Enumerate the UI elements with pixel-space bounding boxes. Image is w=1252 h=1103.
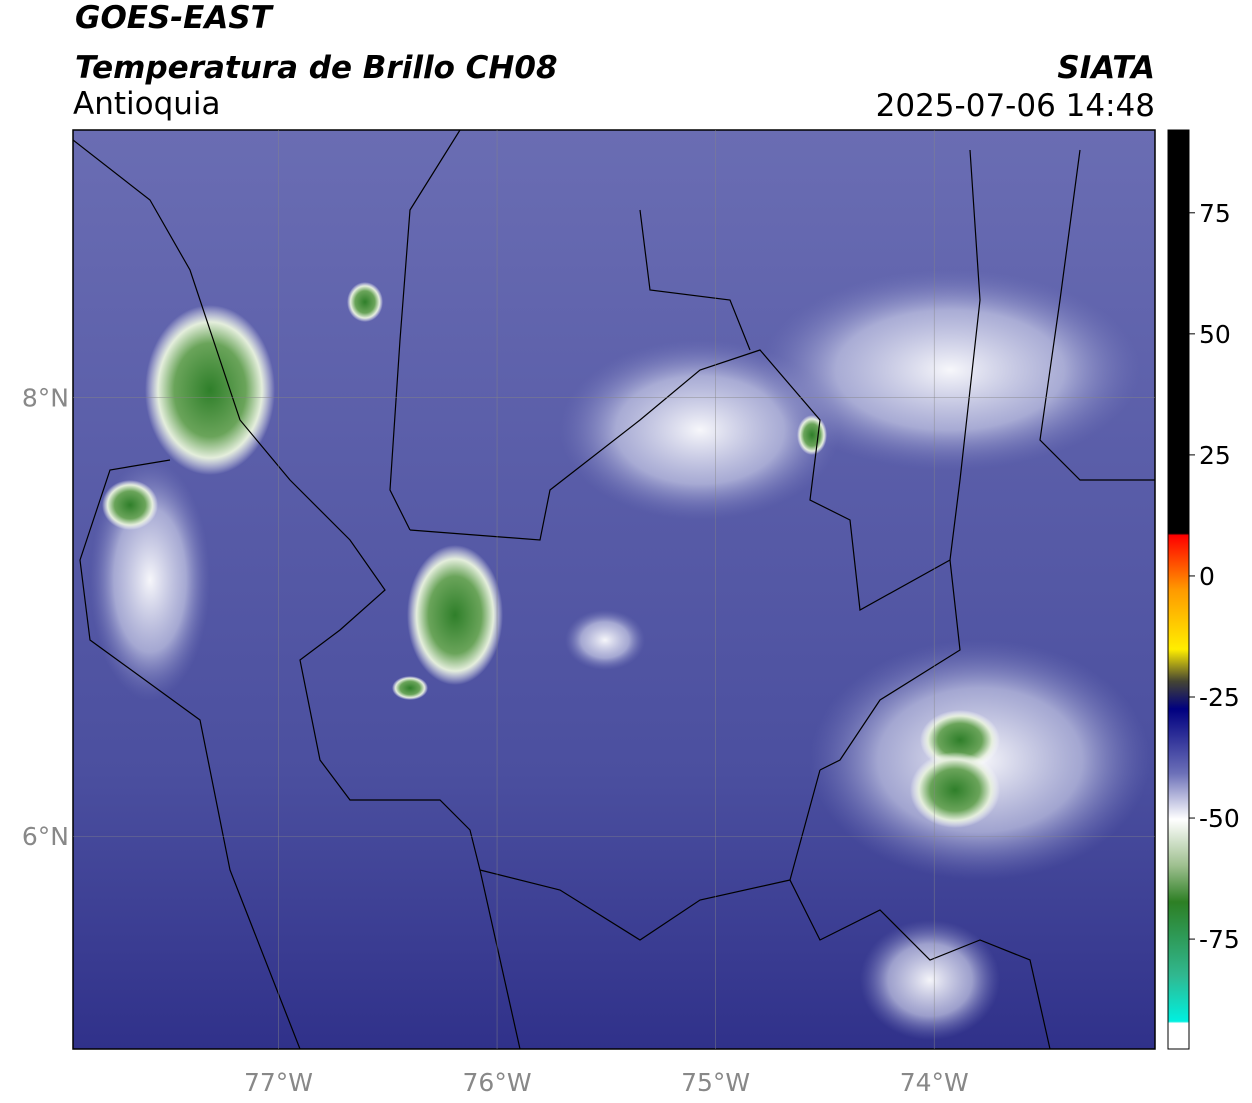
cloud <box>565 610 645 670</box>
cold-cloud <box>102 480 158 530</box>
colorbar-tick-label: 75 <box>1199 199 1231 228</box>
border <box>1039 149 1155 481</box>
cold-cloud <box>347 282 383 322</box>
border <box>639 209 751 351</box>
y-tick-label: 6°N <box>22 822 69 851</box>
colorbar-tick-label: -75 <box>1199 925 1240 954</box>
map-background <box>73 130 1155 1049</box>
border <box>789 769 1051 1049</box>
cold-cloud <box>797 415 827 455</box>
x-tick-label: 75°W <box>681 1068 750 1097</box>
subtitle: Temperatura de Brillo CH08 <box>75 50 558 86</box>
border <box>79 459 301 1049</box>
x-tick-label: 74°W <box>900 1068 969 1097</box>
source: SIATA <box>1057 50 1155 86</box>
x-tick-label: 77°W <box>244 1068 313 1097</box>
colorbar-tick-label: 25 <box>1199 441 1231 470</box>
region: Antioquia <box>73 86 221 122</box>
colorbar-tick-label: -50 <box>1199 804 1240 833</box>
cloud <box>760 270 1140 470</box>
title: GOES-EAST <box>75 0 275 36</box>
border <box>389 130 461 531</box>
map-frame <box>72 129 1156 1050</box>
x-tick-label: 76°W <box>463 1068 532 1097</box>
datetime: 2025-07-06 14:48 <box>876 88 1155 124</box>
colorbar-tick-label: -25 <box>1199 683 1240 712</box>
border <box>73 139 521 1049</box>
cold-cloud <box>407 545 503 685</box>
cold-cloud <box>910 752 1000 828</box>
border <box>819 559 961 771</box>
border <box>409 149 981 611</box>
cloud <box>860 920 1000 1040</box>
map-image <box>73 130 1155 1049</box>
colorbar-tick-label: 50 <box>1199 320 1231 349</box>
colorbar-tick-label: 0 <box>1199 562 1215 591</box>
border <box>479 869 791 941</box>
cold-cloud <box>145 305 275 475</box>
colorbar <box>1167 129 1190 1050</box>
cold-cloud <box>392 676 428 700</box>
y-tick-label: 8°N <box>22 384 69 413</box>
